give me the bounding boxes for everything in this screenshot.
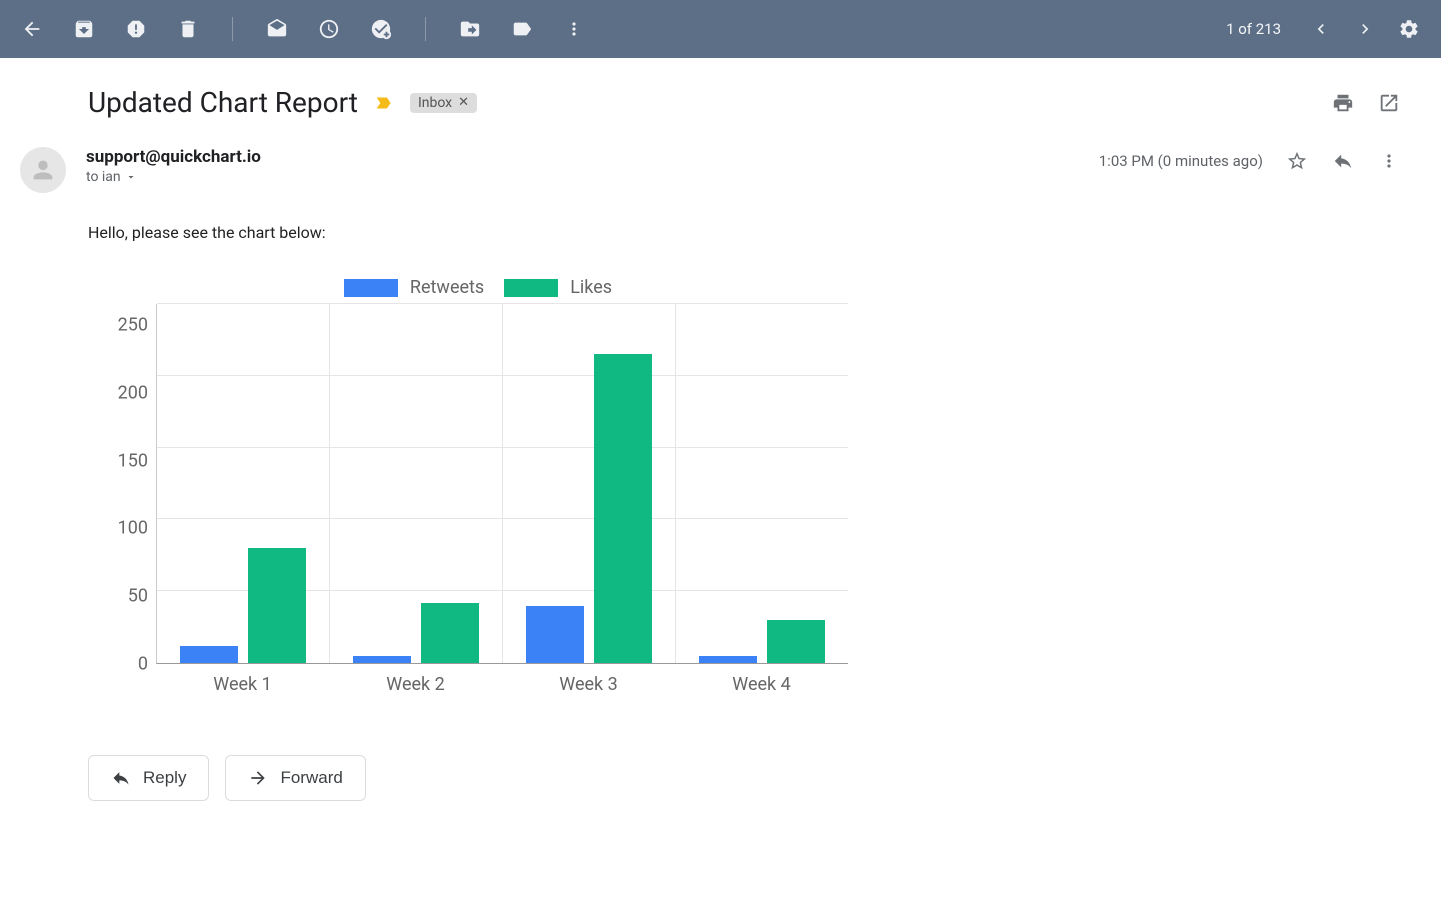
bar-retweets [353, 656, 411, 663]
x-axis: Week 1Week 2Week 3Week 4 [156, 674, 848, 695]
move-icon[interactable] [458, 17, 482, 41]
chart-area: 250200150100500 [108, 304, 848, 664]
mark-unread-icon[interactable] [265, 17, 289, 41]
chart-category [330, 304, 503, 663]
more-icon[interactable] [562, 17, 586, 41]
spam-icon[interactable] [124, 17, 148, 41]
chart-category [676, 304, 848, 663]
chart-container: Retweets Likes 250200150100500 Week 1Wee… [108, 277, 848, 695]
snooze-icon[interactable] [317, 17, 341, 41]
importance-icon[interactable] [372, 91, 396, 115]
add-task-icon[interactable] [369, 17, 393, 41]
sender-block: support@quickchart.io to ian [86, 147, 1099, 185]
legend-swatch [504, 279, 558, 297]
legend-item-retweets: Retweets [344, 277, 484, 298]
forward-button[interactable]: Forward [225, 755, 365, 801]
legend-label: Retweets [410, 277, 484, 298]
legend-item-likes: Likes [504, 277, 612, 298]
x-tick: Week 1 [156, 674, 329, 695]
x-tick: Week 3 [502, 674, 675, 695]
forward-label: Forward [280, 768, 342, 788]
email-toolbar: 1 of 213 [0, 0, 1441, 58]
chevron-down-icon [125, 171, 137, 183]
toolbar-left [20, 17, 586, 41]
y-tick: 250 [118, 315, 148, 336]
print-icon[interactable] [1331, 91, 1355, 115]
message-header-main: support@quickchart.io to ian 1:03 PM (0 … [86, 147, 1401, 185]
bar-retweets [699, 656, 757, 663]
x-tick: Week 4 [675, 674, 848, 695]
plot-area [156, 304, 848, 664]
prev-icon[interactable] [1309, 17, 1333, 41]
reply-icon[interactable] [1331, 149, 1355, 173]
y-tick: 0 [138, 653, 148, 674]
y-tick: 50 [128, 586, 148, 607]
y-tick: 100 [118, 518, 148, 539]
chart-category [157, 304, 330, 663]
label-icon[interactable] [510, 17, 534, 41]
open-new-icon[interactable] [1377, 91, 1401, 115]
bar-retweets [526, 606, 584, 663]
timestamp: 1:03 PM (0 minutes ago) [1099, 152, 1263, 170]
delete-icon[interactable] [176, 17, 200, 41]
close-icon[interactable]: ✕ [458, 95, 469, 110]
next-icon[interactable] [1353, 17, 1377, 41]
email-body-text: Hello, please see the chart below: [20, 223, 1401, 242]
page-counter: 1 of 213 [1226, 20, 1281, 38]
archive-icon[interactable] [72, 17, 96, 41]
toolbar-separator [425, 17, 426, 41]
x-tick: Week 2 [329, 674, 502, 695]
reply-actions: Reply Forward [88, 755, 1401, 801]
chart-legend: Retweets Likes [108, 277, 848, 298]
toolbar-right: 1 of 213 [1226, 17, 1421, 41]
bar-likes [767, 620, 825, 663]
avatar[interactable] [20, 147, 66, 193]
email-content: Updated Chart Report Inbox ✕ support@qui… [0, 58, 1441, 801]
message-header: support@quickchart.io to ian 1:03 PM (0 … [20, 147, 1401, 193]
recipient-text: to ian [86, 169, 121, 185]
subject-actions [1331, 91, 1401, 115]
settings-icon[interactable] [1397, 17, 1421, 41]
reply-label: Reply [143, 768, 186, 788]
subject-row: Updated Chart Report Inbox ✕ [20, 86, 1401, 119]
toolbar-separator [232, 17, 233, 41]
legend-swatch [344, 279, 398, 297]
y-tick: 150 [118, 450, 148, 471]
y-tick: 200 [118, 382, 148, 403]
inbox-label-chip[interactable]: Inbox ✕ [410, 93, 477, 113]
chart-category [503, 304, 676, 663]
y-axis: 250200150100500 [108, 304, 156, 664]
bar-likes [421, 603, 479, 663]
reply-button[interactable]: Reply [88, 755, 209, 801]
legend-label: Likes [570, 277, 612, 298]
more-vert-icon[interactable] [1377, 149, 1401, 173]
recipient-line[interactable]: to ian [86, 169, 1099, 185]
inbox-label-text: Inbox [418, 95, 452, 111]
back-icon[interactable] [20, 17, 44, 41]
sender-address: support@quickchart.io [86, 147, 1099, 167]
star-icon[interactable] [1285, 149, 1309, 173]
message-meta: 1:03 PM (0 minutes ago) [1099, 147, 1401, 173]
bar-likes [594, 354, 652, 663]
bar-likes [248, 548, 306, 663]
bar-retweets [180, 646, 238, 663]
email-subject: Updated Chart Report [88, 86, 358, 119]
